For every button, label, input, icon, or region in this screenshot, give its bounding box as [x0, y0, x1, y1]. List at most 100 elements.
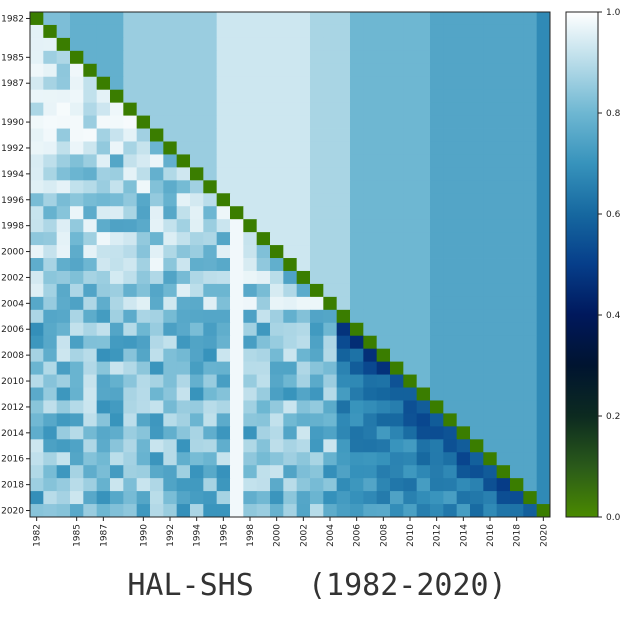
x-tick-label: 1998 — [246, 524, 256, 547]
y-tick-label: 2014 — [1, 429, 24, 439]
heatmap-cell — [256, 50, 271, 65]
heatmap-cell — [296, 180, 311, 194]
heatmap-cell — [150, 426, 164, 440]
heatmap-cell — [216, 335, 231, 350]
heatmap-cell — [56, 24, 71, 39]
heatmap-cell — [70, 465, 84, 479]
heatmap-cell — [416, 115, 431, 129]
heatmap-cell — [483, 167, 498, 181]
heatmap-cell — [243, 400, 258, 414]
heatmap-cell — [296, 219, 311, 233]
heatmap-cell — [390, 154, 404, 168]
heatmap-cell — [123, 37, 138, 52]
heatmap-cell — [510, 504, 524, 518]
heatmap-cell — [163, 167, 178, 181]
heatmap-cell — [243, 478, 258, 492]
heatmap-cell — [323, 180, 338, 194]
heatmap-cell — [96, 128, 111, 142]
heatmap-cell — [376, 400, 391, 414]
heatmap-cell — [43, 478, 58, 492]
heatmap-cell — [30, 465, 44, 479]
heatmap-cell — [70, 258, 84, 272]
diagonal-cell — [83, 63, 98, 78]
heatmap-cell — [523, 206, 538, 220]
heatmap-cell — [496, 89, 511, 104]
heatmap-cell — [96, 478, 111, 492]
heatmap-cell — [136, 452, 151, 466]
heatmap-cell — [536, 180, 551, 194]
heatmap-cell — [430, 322, 444, 337]
heatmap-cell — [136, 283, 151, 298]
diagonal-cell — [376, 348, 391, 363]
diagonal-cell — [230, 206, 244, 220]
heatmap-cell — [483, 361, 498, 375]
heatmap-cell — [296, 141, 311, 155]
heatmap-cell — [176, 335, 191, 350]
heatmap-cell — [310, 50, 324, 65]
heatmap-cell — [43, 141, 58, 155]
heatmap-cell — [390, 348, 404, 363]
y-tick-label: 2018 — [1, 481, 24, 491]
heatmap-cell — [176, 452, 191, 466]
heatmap-cell — [363, 154, 378, 168]
heatmap-cell — [270, 76, 284, 91]
heatmap-cell — [136, 245, 151, 259]
heatmap-cell — [430, 167, 444, 181]
heatmap-cell — [30, 50, 44, 65]
heatmap-cell — [123, 24, 138, 39]
heatmap-cell — [230, 180, 244, 194]
heatmap-cell — [30, 63, 44, 78]
heatmap-cell — [496, 491, 511, 505]
heatmap-cell — [296, 167, 311, 181]
heatmap-cell — [416, 154, 431, 168]
heatmap-cell — [403, 50, 418, 65]
heatmap-cell — [150, 193, 164, 207]
heatmap-cell — [510, 361, 524, 375]
heatmap-cell — [110, 76, 124, 91]
heatmap-cell — [536, 63, 551, 78]
heatmap-cell — [536, 387, 551, 401]
heatmap-cell — [83, 504, 98, 518]
heatmap-cell — [376, 50, 391, 65]
heatmap-cell — [323, 361, 338, 375]
heatmap-cell — [150, 180, 164, 194]
heatmap-cell — [83, 439, 98, 453]
heatmap-cell — [150, 283, 164, 298]
heatmap-cell — [56, 12, 71, 26]
heatmap-cell — [203, 89, 218, 104]
heatmap-cell — [56, 504, 71, 518]
heatmap-cell — [270, 465, 284, 479]
heatmap-cell — [243, 283, 258, 298]
heatmap-cell — [256, 154, 271, 168]
heatmap-cell — [110, 63, 124, 78]
heatmap-cell — [470, 478, 484, 492]
heatmap-cell — [430, 154, 444, 168]
heatmap-cell — [470, 283, 484, 298]
heatmap-cell — [523, 374, 538, 388]
heatmap-cell — [176, 283, 191, 298]
heatmap-cell — [376, 439, 391, 453]
heatmap-cell — [136, 89, 151, 104]
heatmap-cell — [136, 296, 151, 311]
diagonal-cell — [176, 154, 191, 168]
heatmap-cell — [510, 206, 524, 220]
diagonal-cell — [443, 413, 458, 427]
heatmap-cell — [390, 413, 404, 427]
heatmap-cell — [216, 426, 231, 440]
heatmap-cell — [283, 206, 298, 220]
heatmap-cell — [350, 258, 364, 272]
heatmap-cell — [443, 452, 458, 466]
heatmap-cell — [416, 206, 431, 220]
heatmap-cell — [403, 439, 418, 453]
heatmap-cell — [376, 309, 391, 324]
heatmap-cell — [510, 258, 524, 272]
heatmap-cell — [376, 387, 391, 401]
heatmap-cell — [243, 361, 258, 375]
heatmap-cell — [470, 180, 484, 194]
y-tick-label: 2006 — [1, 325, 24, 335]
colorbar-tick-label: 0.0 — [606, 513, 621, 523]
heatmap-cell — [323, 258, 338, 272]
heatmap-cell — [390, 374, 404, 388]
heatmap-cell — [470, 24, 484, 39]
y-tick-label: 2020 — [1, 507, 24, 517]
